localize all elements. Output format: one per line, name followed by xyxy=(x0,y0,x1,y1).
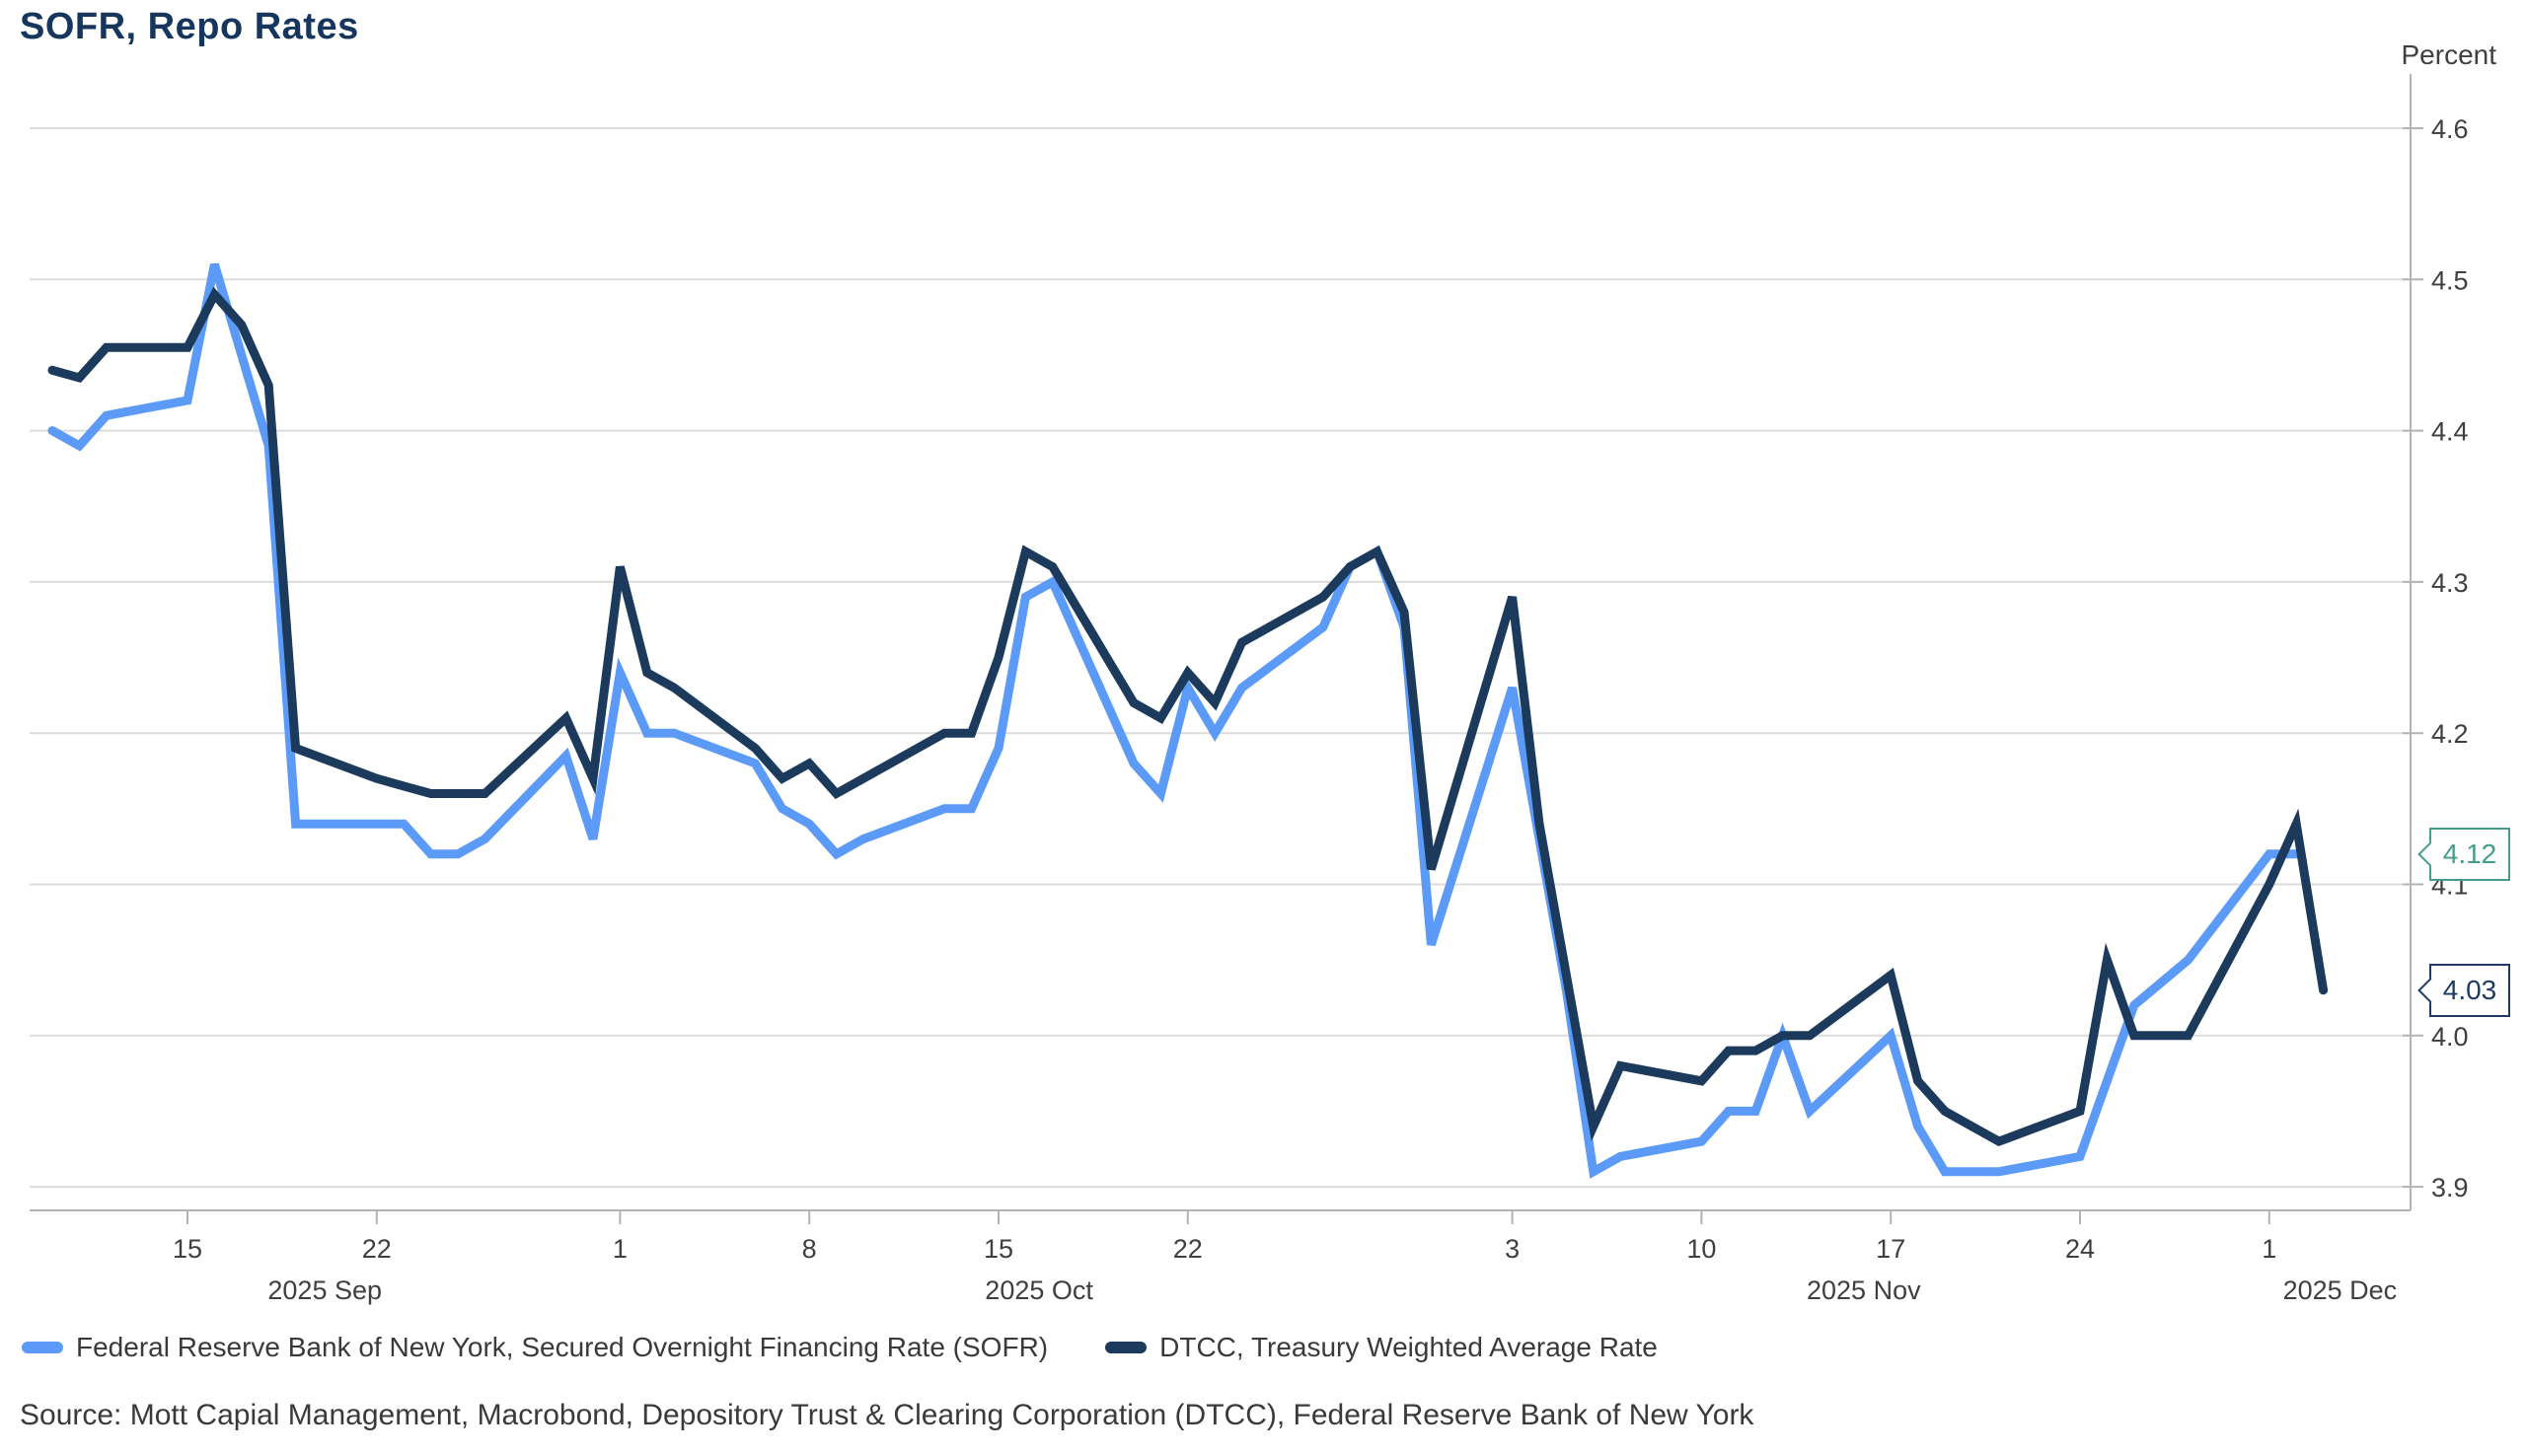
gridlines xyxy=(30,127,2411,1189)
x-axis: 15 22 1 8 15 22 3 10 17 24 1 2025 Sep 2025 Oct 2025 N… xyxy=(173,1210,2397,1305)
dtcc-line xyxy=(47,286,2329,1147)
sofr-last-value: 4.12 xyxy=(2442,838,2497,869)
x-tick-label: 1 xyxy=(613,1234,628,1264)
x-tick-label: 17 xyxy=(1876,1234,1905,1264)
legend: Federal Reserve Bank of New York, Secure… xyxy=(22,1332,1658,1363)
dtcc-last-value: 4.03 xyxy=(2442,975,2497,1005)
month-label: 2025 Sep xyxy=(267,1275,382,1305)
month-label: 2025 Nov xyxy=(1807,1275,1921,1305)
sofr-line xyxy=(47,262,2301,1179)
legend-label-dtcc: DTCC, Treasury Weighted Average Rate xyxy=(1159,1332,1658,1362)
source-text: Source: Mott Capial Management, Macrobon… xyxy=(20,1399,1754,1431)
y-tick-label: 4.4 xyxy=(2431,417,2469,447)
sofr-series-swatch-icon xyxy=(22,1342,63,1353)
x-tick-label: 15 xyxy=(173,1234,202,1264)
y-tick-label: 4.6 xyxy=(2431,114,2469,144)
y-tick-label: 3.9 xyxy=(2431,1173,2469,1202)
y-tick-label: 4.2 xyxy=(2431,719,2469,749)
y-tick-label: 4.3 xyxy=(2431,568,2469,598)
page-title: SOFR, Repo Rates xyxy=(20,6,359,47)
y-tick-label: 4.0 xyxy=(2431,1022,2469,1052)
month-label: 2025 Dec xyxy=(2283,1275,2398,1305)
y-tick-label: 4.5 xyxy=(2431,265,2469,295)
legend-item-dtcc: DTCC, Treasury Weighted Average Rate xyxy=(1105,1332,1658,1363)
y-axis: 4.64.54.44.34.24.14.03.9 xyxy=(2403,114,2469,1202)
sofr-last-value-callout: 4.12 xyxy=(2429,828,2510,881)
x-tick-label: 24 xyxy=(2065,1234,2095,1264)
x-tick-label: 8 xyxy=(802,1234,817,1264)
legend-label-sofr: Federal Reserve Bank of New York, Secure… xyxy=(76,1332,1049,1362)
x-tick-label: 15 xyxy=(984,1234,1013,1264)
dtcc-last-value-callout: 4.03 xyxy=(2429,964,2510,1017)
y-axis-title: Percent xyxy=(2401,39,2497,70)
x-tick-label: 3 xyxy=(1505,1234,1520,1264)
x-tick-label: 10 xyxy=(1686,1234,1716,1264)
x-tick-label: 22 xyxy=(1173,1234,1203,1264)
month-label: 2025 Oct xyxy=(985,1275,1093,1305)
dtcc-series-swatch-icon xyxy=(1105,1342,1148,1353)
x-tick-label: 22 xyxy=(362,1234,392,1264)
legend-item-sofr: Federal Reserve Bank of New York, Secure… xyxy=(22,1332,1048,1363)
x-tick-label: 1 xyxy=(2262,1234,2276,1264)
